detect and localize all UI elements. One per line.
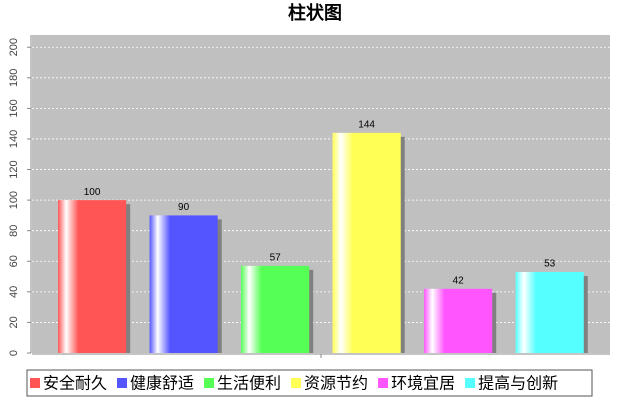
bar: [58, 200, 127, 353]
legend-swatch: [378, 378, 389, 388]
legend-label: 安全耐久: [43, 374, 107, 393]
legend-swatch: [465, 378, 476, 388]
bar: [424, 288, 493, 353]
legend-swatch: [30, 378, 40, 388]
bar: [515, 271, 584, 353]
y-tick-label: 20: [8, 316, 20, 328]
bar: [149, 215, 218, 353]
value-label: 144: [358, 119, 375, 130]
bar: [332, 132, 401, 353]
y-tick-label: 180: [8, 69, 20, 87]
value-label: 53: [544, 259, 556, 270]
y-tick-label: 40: [8, 286, 20, 298]
legend-swatch: [117, 378, 128, 388]
y-tick-label: 0: [8, 350, 20, 356]
legend-swatch: [204, 378, 215, 388]
legend-label: 生活便利: [217, 374, 281, 393]
y-tick-label: 60: [8, 255, 20, 267]
value-label: 42: [453, 275, 465, 286]
legend-swatch: [291, 378, 302, 388]
legend-label: 健康舒适: [130, 374, 194, 393]
y-tick-label: 120: [8, 160, 20, 178]
y-tick-label: 100: [8, 191, 20, 209]
legend-label: 资源节约: [304, 374, 368, 393]
value-label: 100: [84, 187, 101, 198]
y-tick-label: 80: [8, 225, 20, 237]
legend-label: 环境宜居: [391, 374, 455, 393]
y-tick-label: 200: [8, 38, 20, 56]
chart-title: 柱状图: [288, 2, 342, 24]
y-tick-label: 160: [8, 99, 20, 117]
bar: [241, 265, 310, 353]
legend-label: 提高与创新: [478, 374, 558, 393]
y-tick-label: 140: [8, 130, 20, 148]
value-label: 90: [178, 202, 190, 213]
value-label: 57: [270, 252, 282, 263]
